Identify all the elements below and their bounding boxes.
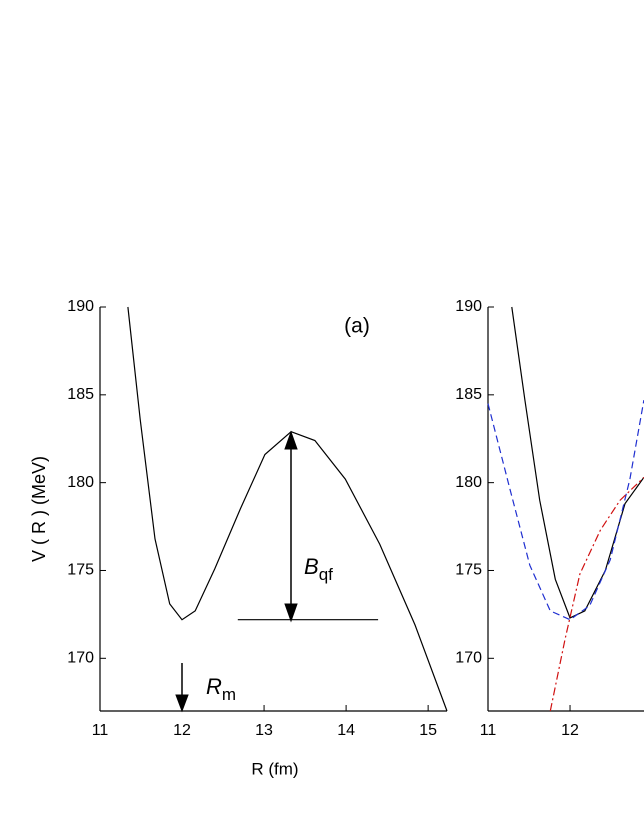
y-tick-label: 170 <box>455 650 482 667</box>
y-tick-label: 190 <box>455 298 482 315</box>
line-series <box>549 476 644 712</box>
line-series <box>487 399 644 621</box>
x-tick-label: 12 <box>561 722 579 739</box>
y-tick-label: 175 <box>67 562 94 579</box>
annotation-text: R <box>206 674 222 699</box>
y-tick-label: 175 <box>455 562 482 579</box>
x-tick-label: 15 <box>419 722 437 739</box>
x-axis-label: R (fm) <box>251 759 298 778</box>
y-tick-label: 180 <box>67 474 94 491</box>
annotation-subscript: qf <box>319 565 333 584</box>
arrow-head <box>284 430 298 450</box>
x-tick-label: 11 <box>480 722 497 739</box>
annotation: Rm <box>206 674 236 705</box>
arrow-head <box>284 603 298 623</box>
y-tick-label: 185 <box>455 386 482 403</box>
x-tick-label: 11 <box>92 722 109 739</box>
arrows <box>175 430 298 713</box>
x-tick-label: 14 <box>337 722 355 739</box>
x-tick-label: 13 <box>255 722 273 739</box>
arrow-head <box>175 694 189 713</box>
y-tick-label: 190 <box>67 298 94 315</box>
annotation-subscript: m <box>222 685 236 704</box>
y-tick-label: 170 <box>67 650 94 667</box>
line-series <box>127 306 448 712</box>
y-axis-label: V ( R ) (MeV) <box>29 456 49 562</box>
y-tick-label: 180 <box>455 474 482 491</box>
annotation: Bqf <box>304 554 333 585</box>
line-series <box>511 306 644 619</box>
x-tick-label: 12 <box>173 722 191 739</box>
annotation-text: B <box>304 554 319 579</box>
panel-label: (a) <box>344 315 370 338</box>
y-tick-label: 185 <box>67 386 94 403</box>
